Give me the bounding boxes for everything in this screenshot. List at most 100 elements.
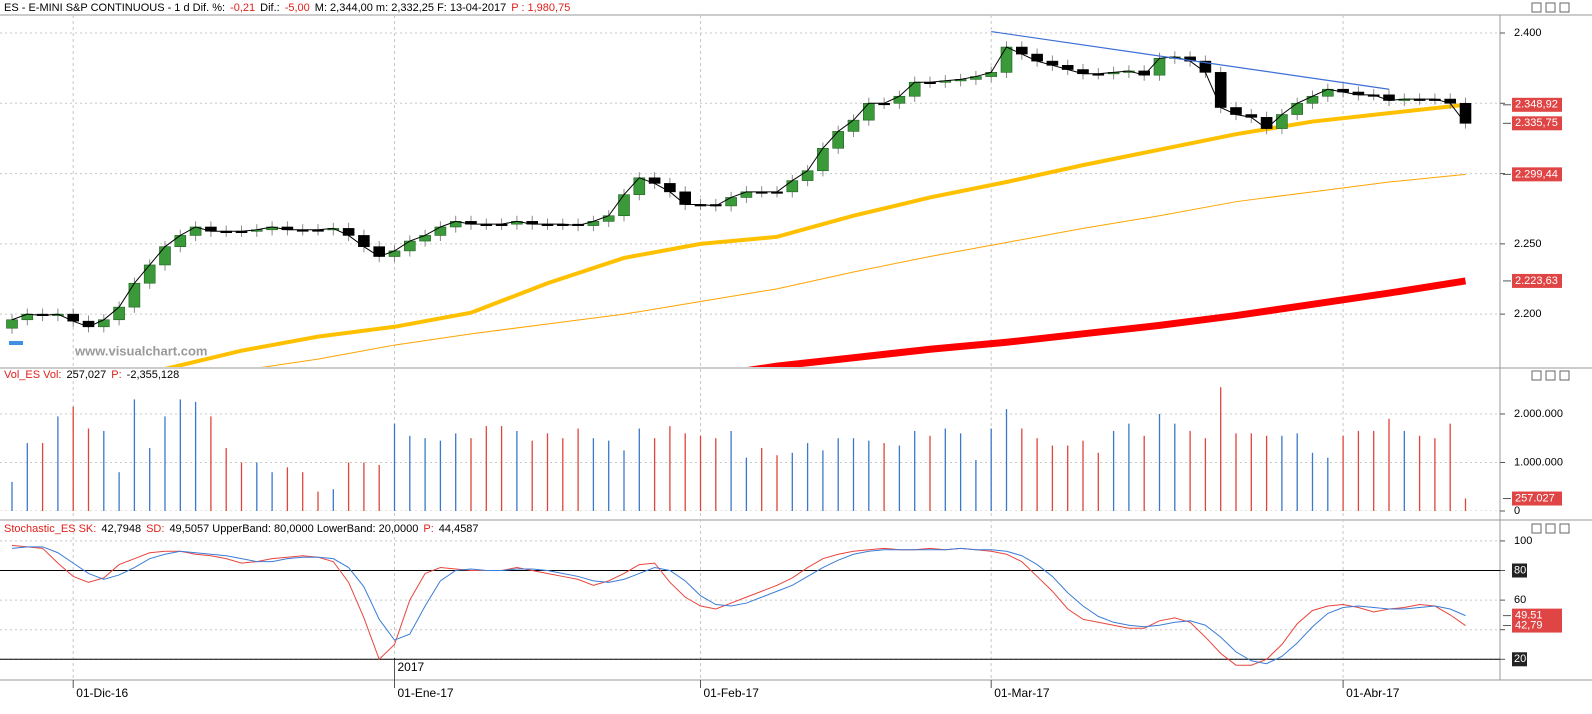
header-segment: -2,355,128 bbox=[127, 369, 180, 381]
header-segment: Dif.: bbox=[260, 2, 280, 14]
y-tick-label: 2.400 bbox=[1514, 27, 1542, 39]
candle-body bbox=[679, 191, 692, 205]
date-label: 01-Ene-17 bbox=[398, 686, 454, 700]
candle-body bbox=[893, 95, 906, 104]
header-segment: Stochastic_ES SK: bbox=[4, 523, 96, 535]
candle-body bbox=[82, 320, 95, 328]
close-line bbox=[11, 46, 1466, 328]
candle-body bbox=[847, 119, 860, 132]
marker-badge bbox=[1512, 273, 1562, 288]
marker-badge bbox=[1512, 116, 1562, 131]
maximize-button[interactable] bbox=[1545, 370, 1556, 381]
year-label: 2017 bbox=[398, 660, 425, 674]
y-tick-label: 2.250 bbox=[1514, 238, 1542, 250]
pane-header: Vol_ES Vol: 257,027 P: -2,355,128 bbox=[4, 369, 179, 381]
candle-body bbox=[143, 264, 156, 284]
candle-body bbox=[786, 180, 799, 193]
candle-body bbox=[633, 177, 646, 195]
candle-body bbox=[1306, 95, 1319, 104]
candle-body bbox=[128, 282, 141, 308]
y-tick-label: 60 bbox=[1514, 594, 1526, 606]
candle-body bbox=[1459, 102, 1472, 124]
marker-label: 257.027 bbox=[1515, 492, 1555, 504]
watermark: www.visualchart.com bbox=[74, 343, 207, 358]
candle-body bbox=[725, 197, 737, 207]
marker-label: 2.348,92 bbox=[1515, 99, 1558, 111]
candle-body bbox=[817, 147, 829, 172]
candle-body bbox=[1153, 57, 1166, 76]
header-segment: 49,5057 UpperBand: 80,0000 LowerBand: 20… bbox=[169, 523, 418, 535]
header-segment: P : 1,980,75 bbox=[511, 2, 570, 14]
minimize-button[interactable] bbox=[1531, 2, 1542, 13]
header-segment: ES - E-MINI S&P CONTINUOUS - 1 d Dif. %: bbox=[4, 2, 225, 14]
candle-body bbox=[1214, 72, 1227, 108]
header-segment: 42,7948 bbox=[101, 523, 141, 535]
candle-body bbox=[342, 228, 355, 236]
close-button[interactable] bbox=[1559, 523, 1570, 534]
y-tick-label: 2.000.000 bbox=[1514, 408, 1563, 420]
header-segment: P: bbox=[111, 369, 121, 381]
y-tick-label: 0 bbox=[1514, 505, 1520, 517]
band-label-box bbox=[1512, 652, 1527, 667]
header-segment: Vol_ES Vol: bbox=[4, 369, 62, 381]
oscillator-line bbox=[11, 544, 1466, 666]
candle-body bbox=[1230, 107, 1242, 115]
candle-body bbox=[1000, 46, 1013, 73]
close-button[interactable] bbox=[1559, 2, 1570, 13]
header-segment: SD: bbox=[146, 523, 164, 535]
date-label: 01-Feb-17 bbox=[704, 686, 760, 700]
candle-body bbox=[419, 235, 431, 242]
minimize-button[interactable] bbox=[1531, 523, 1542, 534]
y-tick-label: 20 bbox=[1514, 653, 1526, 665]
candle-body bbox=[862, 102, 875, 121]
y-tick-label: 2.200 bbox=[1514, 308, 1542, 320]
date-label: 01-Abr-17 bbox=[1346, 686, 1400, 700]
candle-body bbox=[664, 183, 676, 193]
candle-body bbox=[113, 306, 125, 321]
band-label-box bbox=[1512, 563, 1527, 578]
close-button[interactable] bbox=[1559, 370, 1570, 381]
marker-badge bbox=[1512, 97, 1562, 112]
marker-badge bbox=[1512, 167, 1562, 182]
marker-label: 2.299,44 bbox=[1515, 168, 1558, 180]
moving-average bbox=[261, 173, 1466, 367]
candle-body bbox=[908, 81, 921, 97]
candle-body bbox=[174, 235, 187, 247]
plot-area bbox=[0, 540, 1500, 666]
marker-badge bbox=[1512, 491, 1562, 506]
minimize-button[interactable] bbox=[1531, 370, 1542, 381]
maximize-button[interactable] bbox=[1545, 2, 1556, 13]
candle-body bbox=[832, 131, 845, 149]
window-controls bbox=[1531, 2, 1570, 534]
header-segment: -0,21 bbox=[230, 2, 255, 14]
candle-body bbox=[159, 246, 171, 266]
candle-body bbox=[1031, 53, 1043, 62]
candle-body bbox=[388, 250, 401, 257]
candle-body bbox=[618, 194, 630, 217]
moving-average bbox=[164, 102, 1466, 367]
candle-body bbox=[1291, 102, 1303, 115]
candle-body bbox=[1015, 46, 1028, 55]
candle-body bbox=[1260, 117, 1273, 129]
header-segment: 44,4587 bbox=[439, 523, 479, 535]
marker-label: 2.223,63 bbox=[1515, 275, 1558, 287]
header-segment: 257,027 bbox=[67, 369, 107, 381]
y-tick-label: 80 bbox=[1514, 564, 1526, 576]
candle-body bbox=[740, 191, 753, 198]
plot-area bbox=[0, 30, 1500, 367]
candle-body bbox=[801, 170, 814, 181]
candle-body bbox=[648, 177, 661, 184]
y-tick-label: 100 bbox=[1514, 535, 1532, 547]
plot-area bbox=[0, 387, 1500, 511]
maximize-button[interactable] bbox=[1545, 523, 1556, 534]
header-segment: M: 2,344,00 m: 2,332,25 F: 13-04-2017 bbox=[315, 2, 506, 14]
y-tick-label: 1.000.000 bbox=[1514, 456, 1563, 468]
candle-body bbox=[67, 313, 79, 322]
candle-body bbox=[434, 226, 447, 236]
trend-line bbox=[991, 30, 1390, 90]
pane-header: Stochastic_ES SK: 42,7948 SD: 49,5057 Upper… bbox=[4, 523, 479, 535]
header-segment: -5,00 bbox=[285, 2, 310, 14]
date-label: 01-Mar-17 bbox=[994, 686, 1050, 700]
indicator-flag bbox=[9, 341, 23, 345]
candle-body bbox=[403, 240, 416, 252]
